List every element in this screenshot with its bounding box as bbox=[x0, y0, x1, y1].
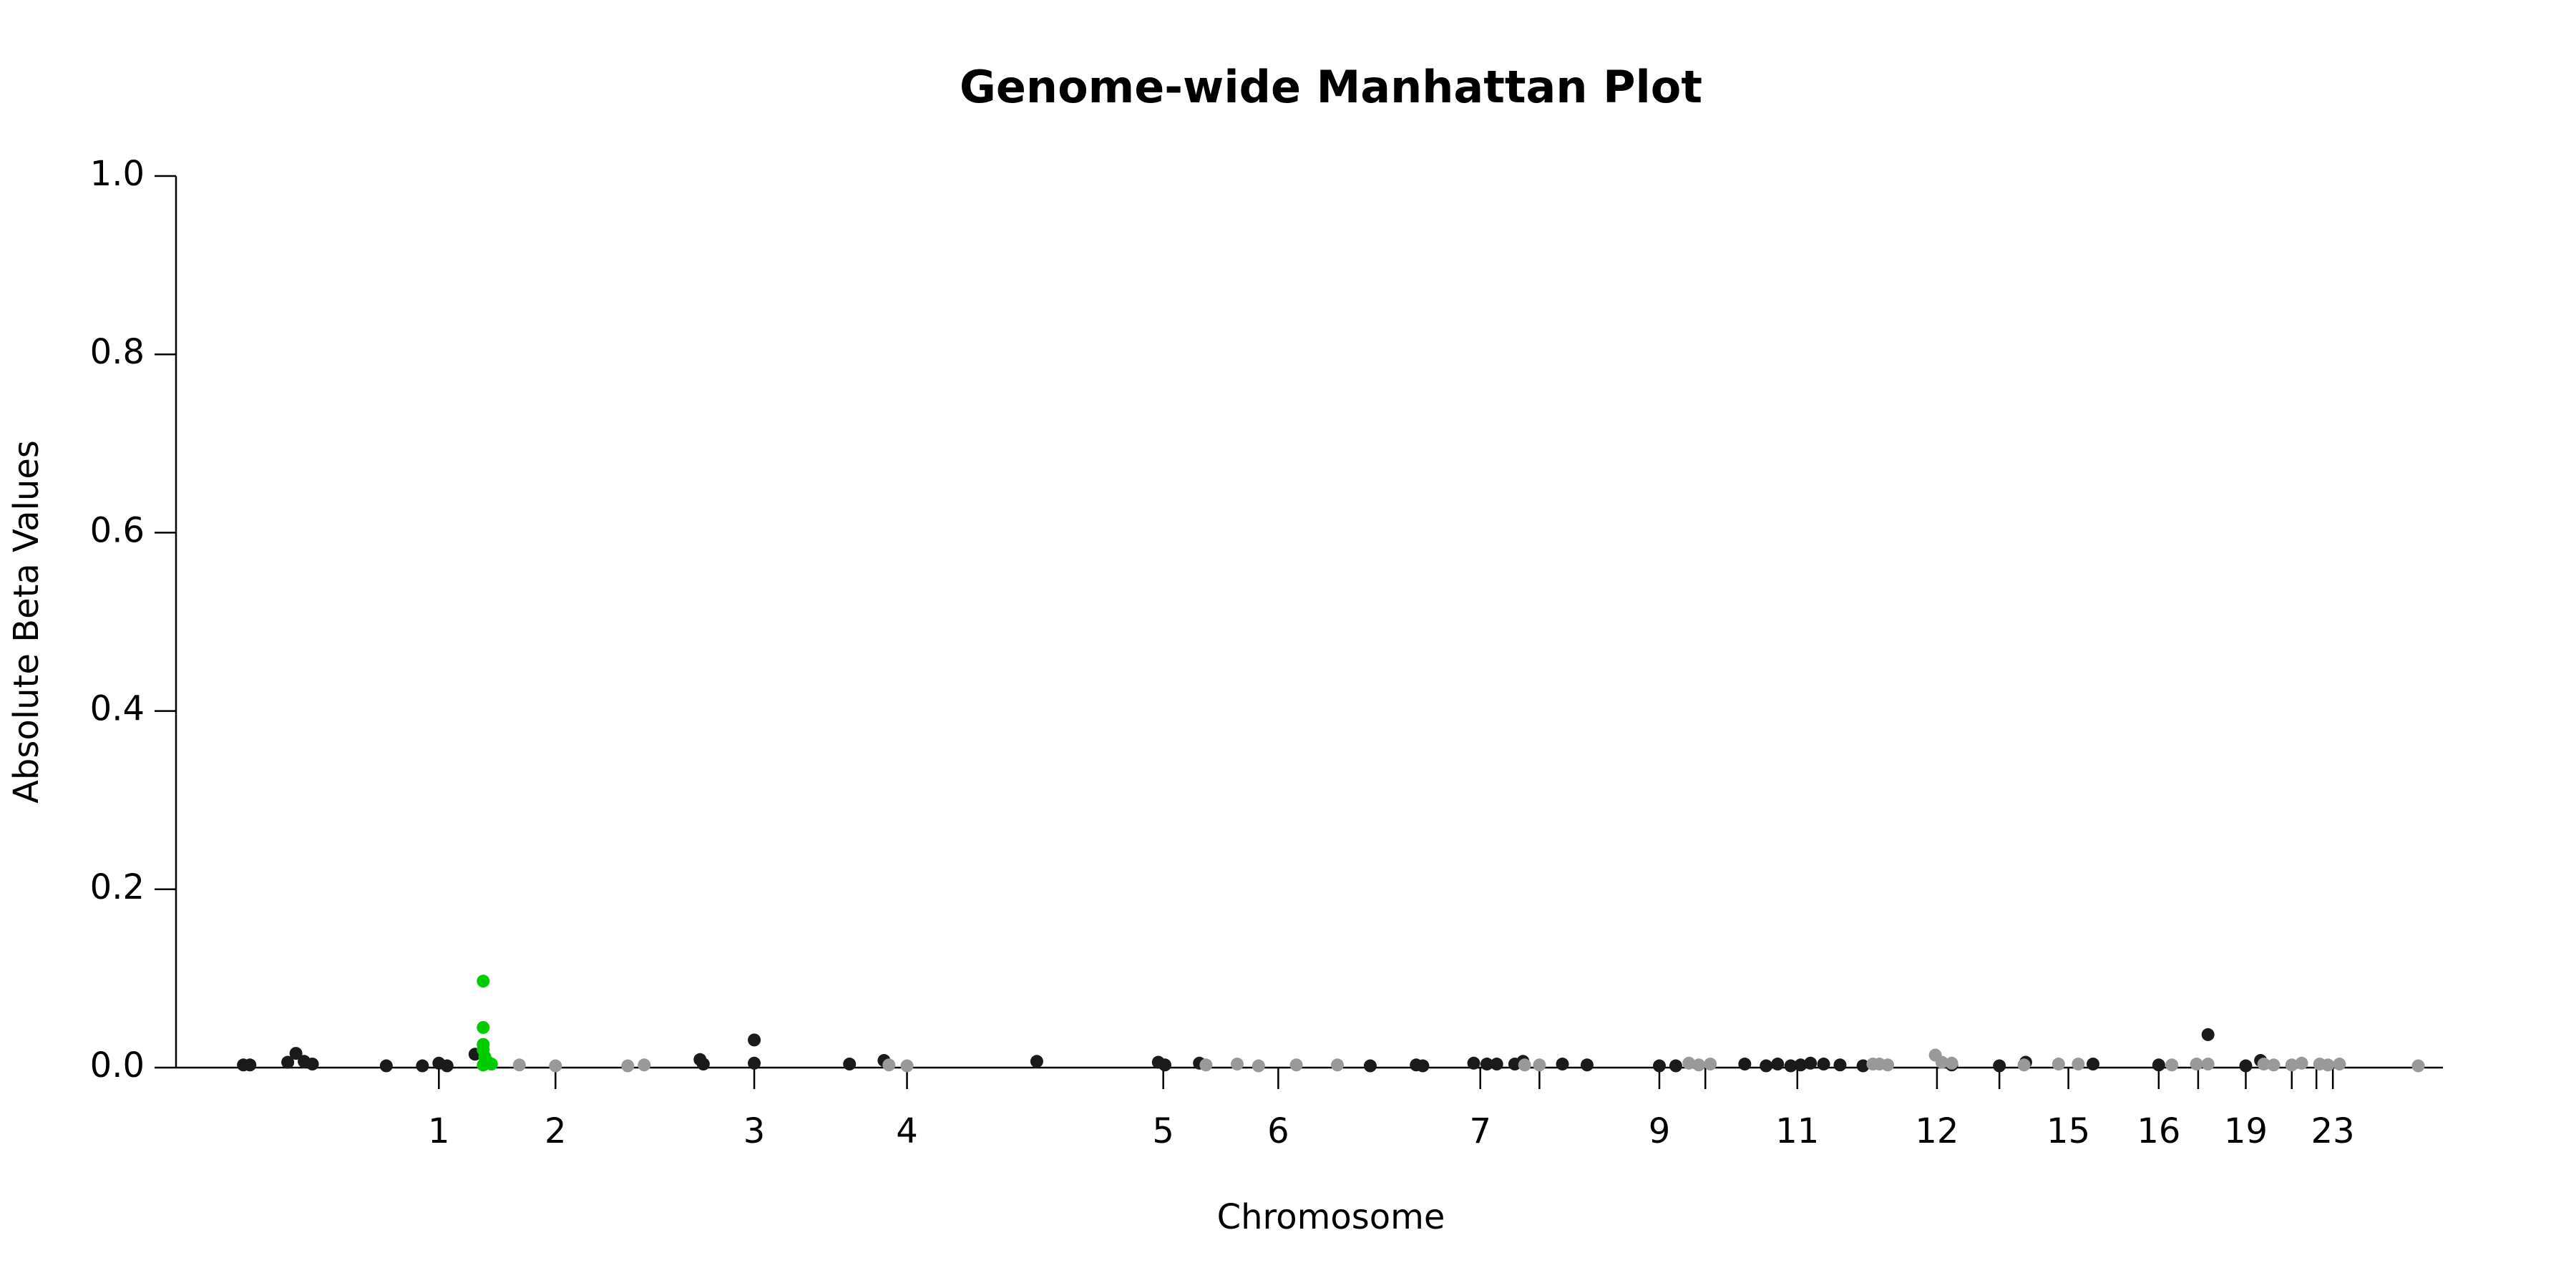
x-tick-label: 9 bbox=[1649, 1111, 1671, 1151]
data-point bbox=[1199, 1058, 1213, 1072]
data-point bbox=[512, 1058, 526, 1072]
data-point bbox=[2267, 1058, 2280, 1072]
y-tick-label: 0.6 bbox=[90, 510, 145, 550]
data-point bbox=[1518, 1058, 1531, 1072]
y-tick-label: 0.8 bbox=[90, 332, 145, 372]
data-point bbox=[2165, 1058, 2179, 1072]
data-point bbox=[477, 1020, 490, 1034]
data-point bbox=[696, 1058, 710, 1071]
data-point bbox=[638, 1058, 651, 1072]
data-point bbox=[748, 1033, 761, 1047]
data-point bbox=[1738, 1058, 1752, 1071]
data-point bbox=[1467, 1056, 1480, 1070]
data-point bbox=[1158, 1058, 1171, 1072]
x-tick-label: 2 bbox=[545, 1111, 567, 1151]
data-point bbox=[2017, 1058, 2031, 1072]
data-point bbox=[1881, 1058, 1895, 1072]
x-tick-label: 16 bbox=[2137, 1111, 2180, 1151]
data-point bbox=[2257, 1058, 2270, 1071]
data-point bbox=[2201, 1058, 2215, 1071]
data-point bbox=[2411, 1059, 2425, 1073]
data-point bbox=[2239, 1059, 2253, 1073]
data-point bbox=[2333, 1058, 2346, 1071]
y-tick-label: 0.0 bbox=[90, 1045, 145, 1085]
data-point bbox=[1935, 1055, 1948, 1069]
y-tick-label: 0.2 bbox=[90, 867, 145, 907]
data-point bbox=[621, 1059, 635, 1073]
x-tick-label: 1 bbox=[428, 1111, 450, 1151]
data-point bbox=[1363, 1059, 1377, 1073]
data-point bbox=[440, 1059, 454, 1073]
x-tick-label: 5 bbox=[1152, 1111, 1174, 1151]
data-point bbox=[1289, 1058, 1303, 1072]
x-tick-label: 11 bbox=[1775, 1111, 1819, 1151]
data-point bbox=[1784, 1059, 1797, 1073]
data-point bbox=[1704, 1058, 1717, 1071]
data-point bbox=[477, 975, 490, 988]
data-point bbox=[1252, 1059, 1265, 1073]
data-point bbox=[1771, 1058, 1785, 1071]
data-point bbox=[2072, 1058, 2085, 1071]
x-tick-label: 12 bbox=[1915, 1111, 1958, 1151]
y-axis-title: Absolute Beta Values bbox=[6, 440, 47, 804]
data-point bbox=[748, 1056, 761, 1070]
data-point bbox=[1760, 1059, 1773, 1073]
data-point bbox=[1652, 1059, 1666, 1073]
data-point bbox=[2285, 1058, 2298, 1072]
data-point bbox=[1692, 1058, 1706, 1072]
x-tick-label: 23 bbox=[2311, 1111, 2355, 1151]
data-point bbox=[1490, 1058, 1503, 1071]
data-point bbox=[1945, 1056, 1958, 1070]
data-point bbox=[1416, 1059, 1430, 1073]
data-point bbox=[549, 1059, 562, 1073]
data-point bbox=[1533, 1058, 1546, 1072]
y-tick-label: 0.4 bbox=[90, 689, 145, 729]
x-tick-label: 3 bbox=[743, 1111, 766, 1151]
data-point bbox=[882, 1058, 896, 1072]
data-point bbox=[416, 1059, 429, 1073]
data-point bbox=[1833, 1058, 1847, 1072]
data-point bbox=[1556, 1058, 1569, 1071]
data-point bbox=[306, 1058, 319, 1071]
data-point bbox=[1817, 1058, 1830, 1071]
data-point bbox=[1480, 1058, 1493, 1071]
data-point bbox=[1669, 1059, 1682, 1073]
x-axis-title: Chromosome bbox=[1217, 1197, 1445, 1237]
data-point bbox=[900, 1059, 914, 1073]
data-point bbox=[1856, 1059, 1870, 1073]
data-point bbox=[1030, 1055, 1043, 1068]
data-point bbox=[1331, 1058, 1345, 1072]
data-point bbox=[477, 1058, 490, 1072]
chart-title: Genome-wide Manhattan Plot bbox=[960, 61, 1702, 113]
data-point bbox=[1230, 1058, 1244, 1071]
data-point bbox=[2087, 1058, 2100, 1071]
data-point bbox=[2321, 1058, 2335, 1072]
data-point bbox=[1580, 1058, 1594, 1072]
data-point bbox=[2201, 1028, 2215, 1041]
y-tick-label: 1.0 bbox=[90, 154, 145, 194]
x-tick-label: 7 bbox=[1469, 1111, 1491, 1151]
data-point bbox=[843, 1058, 857, 1071]
data-point bbox=[2051, 1058, 2065, 1071]
x-tick-label: 15 bbox=[2046, 1111, 2090, 1151]
data-point bbox=[2190, 1058, 2203, 1071]
x-tick-label: 6 bbox=[1267, 1111, 1289, 1151]
data-point bbox=[281, 1055, 295, 1069]
data-point bbox=[289, 1047, 303, 1060]
data-point bbox=[1804, 1056, 1818, 1070]
data-point bbox=[379, 1059, 393, 1073]
data-point bbox=[2295, 1056, 2308, 1070]
data-point bbox=[1794, 1058, 1807, 1072]
data-point bbox=[243, 1058, 257, 1072]
x-tick-label: 19 bbox=[2224, 1111, 2268, 1151]
data-point bbox=[1682, 1056, 1696, 1070]
x-tick-label: 4 bbox=[896, 1111, 918, 1151]
data-point bbox=[2152, 1058, 2165, 1072]
data-point bbox=[1993, 1059, 2006, 1073]
